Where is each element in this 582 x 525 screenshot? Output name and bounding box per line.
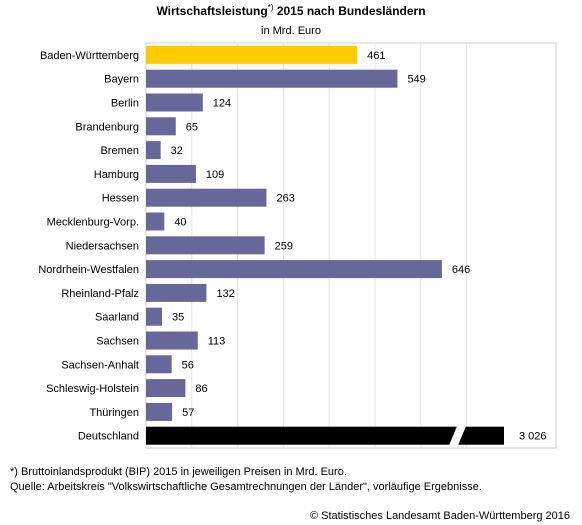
- category-label: Deutschland: [78, 431, 139, 443]
- bar-chart: Baden-Württemberg 461 Bayern 549 Berlin 124 Br…: [38, 42, 557, 449]
- bar-12: [146, 331, 198, 350]
- footnote: *) Bruttoinlandsprodukt (BIP) 2015 in je…: [10, 466, 347, 478]
- bar-1: [146, 69, 398, 88]
- bar-9: [146, 260, 442, 279]
- value-label: 86: [195, 383, 207, 395]
- value-label: 56: [182, 359, 194, 371]
- category-label: Bremen: [100, 145, 139, 157]
- copyright: © Statistisches Landesamt Baden-Württemb…: [309, 510, 570, 522]
- value-label: 109: [206, 169, 224, 181]
- value-label: 646: [452, 264, 470, 276]
- axis-break-marker: [448, 423, 467, 448]
- bar-13: [146, 355, 172, 374]
- category-label: Sachsen-Anhalt: [61, 359, 139, 371]
- bar-10: [146, 283, 207, 302]
- chart-subtitle: in Mrd. Euro: [261, 25, 321, 37]
- value-label: 461: [367, 50, 385, 62]
- value-label: 35: [172, 312, 184, 324]
- bar-14: [146, 379, 186, 398]
- category-label: Bayern: [104, 74, 139, 86]
- value-label: 113: [208, 336, 226, 348]
- value-label: 132: [216, 288, 234, 300]
- category-label: Baden-Württemberg: [40, 50, 139, 62]
- bar-11: [146, 307, 163, 326]
- category-label: Mecklenburg-Vorp.: [47, 217, 139, 229]
- bar-6: [146, 188, 267, 207]
- bar-4: [146, 141, 161, 160]
- category-label: Brandenburg: [75, 121, 139, 133]
- category-label: Niedersachsen: [66, 240, 139, 252]
- category-label: Rheinland-Pfalz: [61, 288, 139, 300]
- category-label: Hessen: [102, 193, 139, 205]
- bar-16: [146, 426, 504, 445]
- chart-title: Wirtschaftsleistung*) 2015 nach Bundeslä…: [156, 3, 426, 18]
- bar-2: [146, 93, 203, 112]
- category-label: Thüringen: [89, 407, 139, 419]
- value-label: 263: [276, 193, 294, 205]
- value-label: 3 026: [519, 431, 547, 443]
- category-label: Hamburg: [94, 169, 139, 181]
- value-label: 65: [186, 121, 198, 133]
- category-label: Sachsen: [96, 336, 139, 348]
- value-label: 124: [213, 98, 231, 110]
- bar-5: [146, 164, 196, 183]
- value-label: 40: [174, 217, 186, 229]
- source-note: Quelle: Arbeitskreis "Volkswirtschaftlic…: [10, 481, 482, 493]
- bar-15: [146, 402, 173, 421]
- bar-3: [146, 117, 176, 136]
- category-label: Berlin: [111, 98, 139, 110]
- bar-0: [146, 45, 358, 64]
- value-label: 57: [182, 407, 194, 419]
- value-label: 259: [275, 240, 293, 252]
- title-footnote-mark: *): [267, 3, 274, 12]
- category-label: Saarland: [95, 312, 139, 324]
- category-label: Schleswig-Holstein: [46, 383, 139, 395]
- value-label: 32: [171, 145, 183, 157]
- category-label: Nordrhein-Westfalen: [38, 264, 139, 276]
- bar-8: [146, 236, 265, 255]
- bar-7: [146, 212, 165, 231]
- value-label: 549: [407, 74, 425, 86]
